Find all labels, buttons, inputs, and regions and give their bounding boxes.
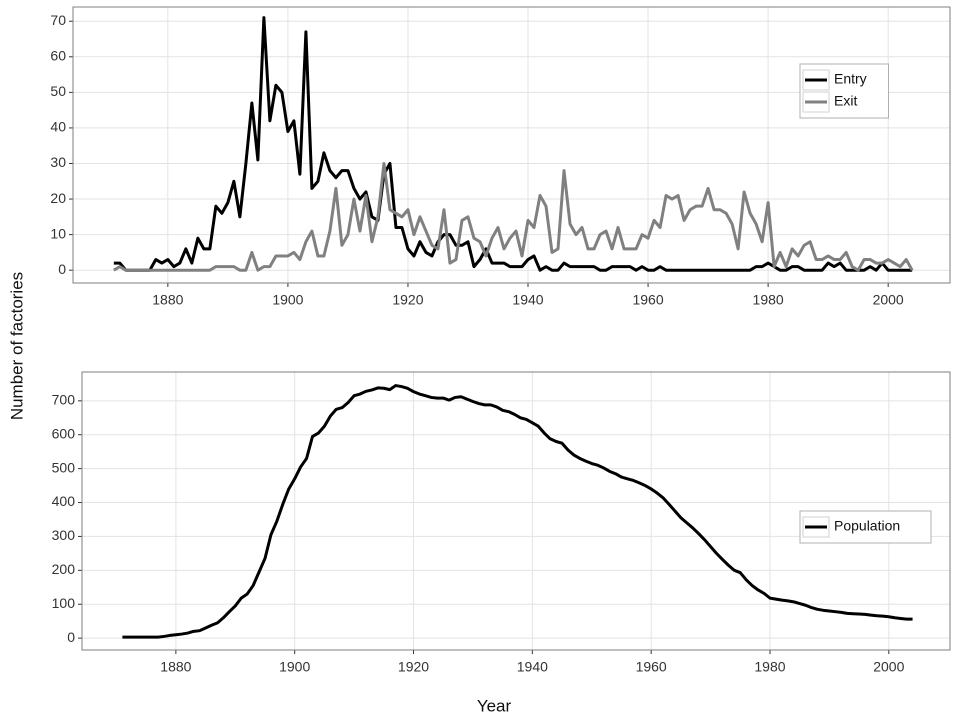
y-tick-label: 100	[52, 595, 76, 611]
x-axis-title: Year	[477, 696, 512, 715]
x-tick-label: 1980	[754, 659, 785, 675]
plot-background	[73, 7, 950, 283]
x-tick-label: 1880	[160, 659, 191, 675]
y-tick-label: 0	[67, 629, 75, 645]
legend-label: Entry	[834, 71, 867, 87]
x-tick-label: 1960	[632, 292, 663, 308]
x-tick-label: 2000	[873, 659, 904, 675]
x-tick-label: 1900	[279, 659, 310, 675]
y-tick-label: 40	[50, 119, 66, 135]
legend-label: Exit	[834, 93, 857, 109]
y-tick-label: 10	[50, 225, 66, 241]
y-tick-label: 200	[52, 561, 76, 577]
y-tick-label: 700	[52, 392, 76, 408]
y-axis-title: Number of factories	[7, 272, 26, 420]
x-tick-label: 1980	[753, 292, 784, 308]
x-tick-label: 1960	[636, 659, 667, 675]
y-tick-label: 60	[50, 47, 66, 63]
y-tick-label: 50	[50, 83, 66, 99]
data-line	[122, 384, 913, 639]
plot-border	[72, 6, 951, 284]
y-tick-label: 70	[50, 12, 66, 28]
data-line	[113, 16, 913, 272]
legend-label: Population	[834, 518, 900, 534]
x-tick-label: 1940	[512, 292, 543, 308]
legend-box	[799, 510, 932, 544]
y-tick-label: 400	[52, 493, 76, 509]
x-tick-label: 1900	[272, 292, 303, 308]
plot-border	[81, 371, 951, 651]
y-tick-label: 30	[50, 154, 66, 170]
x-tick-label: 1920	[398, 659, 429, 675]
x-tick-label: 2000	[873, 292, 904, 308]
x-tick-label: 1880	[152, 292, 183, 308]
x-tick-label: 1940	[517, 659, 548, 675]
y-tick-label: 500	[52, 459, 76, 475]
data-line	[113, 161, 914, 272]
y-tick-label: 20	[50, 190, 66, 206]
x-tick-label: 1920	[392, 292, 423, 308]
y-tick-label: 600	[52, 425, 76, 441]
y-tick-label: 300	[52, 527, 76, 543]
y-tick-label: 0	[58, 261, 66, 277]
